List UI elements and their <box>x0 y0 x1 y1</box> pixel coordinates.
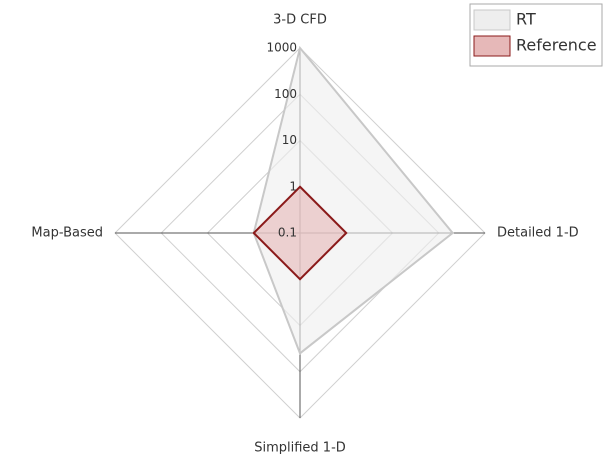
legend-label: Reference <box>516 36 597 55</box>
legend-swatch <box>473 9 511 31</box>
tick-label: 0.1 <box>278 226 297 240</box>
category-label: Map-Based <box>31 226 103 241</box>
category-label: Detailed 1-D <box>497 226 579 241</box>
legend-label: RT <box>516 10 536 29</box>
series-area <box>252 185 348 281</box>
tick-label: 10 <box>282 133 297 147</box>
legend-swatch <box>473 35 511 57</box>
tick-label: 100 <box>274 87 297 101</box>
tick-label: 1 <box>289 179 297 193</box>
tick-label: 1000 <box>266 41 297 55</box>
category-label: 3-D CFD <box>273 13 327 28</box>
category-label: Simplified 1-D <box>254 441 346 455</box>
